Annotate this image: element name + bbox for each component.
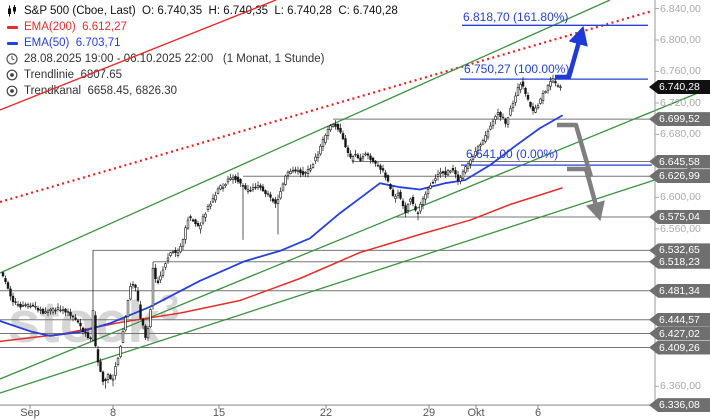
legend-row: Trendlinie 6807.65	[5, 67, 398, 83]
ema-dash-icon	[5, 37, 19, 49]
legend-text: Trendlinie 6807.65	[24, 69, 123, 81]
target-icon	[5, 85, 19, 97]
legend-row: EMA(50) 6.703,71	[5, 35, 398, 51]
ema-lines	[0, 114, 563, 343]
legend-text: EMA(50) 6.703,71	[24, 37, 121, 49]
candlestick-icon	[5, 5, 19, 17]
chart-legend: S&P 500 (Cboe, Last) O: 6.740,35 H: 6.74…	[5, 3, 398, 99]
scenario-arrows	[555, 25, 605, 222]
candlesticks	[1, 74, 562, 389]
clock-icon	[5, 53, 19, 65]
legend-text: 28.08.2025 19:00 - 06.10.2025 22:00 (1 M…	[24, 53, 325, 65]
ema-dash-icon	[5, 21, 19, 33]
legend-row: 28.08.2025 19:00 - 06.10.2025 22:00 (1 M…	[5, 51, 398, 67]
fibonacci-extension-lines	[460, 24, 652, 166]
trendlines	[0, 0, 710, 394]
legend-row: EMA(200) 6.612,27	[5, 19, 398, 35]
legend-text: EMA(200) 6.612,27	[24, 21, 127, 33]
target-icon	[5, 69, 19, 81]
